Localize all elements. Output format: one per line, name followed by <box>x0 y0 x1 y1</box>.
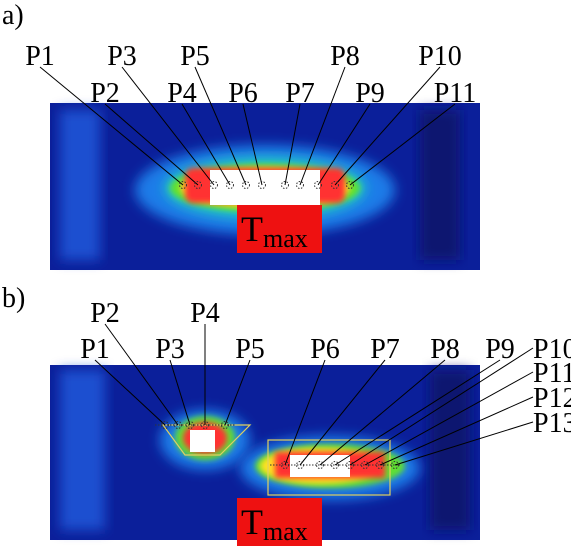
tmax-main: T <box>241 209 263 249</box>
point-label: P9 <box>485 334 515 365</box>
point-label: P2 <box>90 78 120 109</box>
point-label: P5 <box>180 41 210 72</box>
point-label: P3 <box>155 334 185 365</box>
point-label: P8 <box>330 41 360 72</box>
point-label: P4 <box>190 298 220 329</box>
point-label: P6 <box>310 334 340 365</box>
point-label: P9 <box>355 78 385 109</box>
point-label: P5 <box>235 334 265 365</box>
point-label: P10 <box>418 41 462 72</box>
panel-label: a) <box>2 0 24 31</box>
tmax-sub: max <box>263 517 308 546</box>
point-label: P2 <box>90 298 120 329</box>
point-label: P6 <box>228 78 258 109</box>
point-label: P1 <box>25 41 55 72</box>
point-label: P11 <box>434 78 477 109</box>
point-label: P8 <box>430 334 460 365</box>
figure: a)P1P2P3P4P5P6P7P8P9P10P11Tmaxb)P1P2P3P4… <box>0 0 571 546</box>
point-label: P7 <box>370 334 400 365</box>
point-label: P1 <box>80 334 110 365</box>
point-label: P7 <box>285 78 315 109</box>
tmax-sub: max <box>263 224 308 253</box>
point-label: P13 <box>533 408 571 439</box>
point-label: P4 <box>167 78 197 109</box>
tmax-main: T <box>241 502 263 542</box>
panel-label: b) <box>2 283 25 314</box>
point-label: P3 <box>107 41 137 72</box>
